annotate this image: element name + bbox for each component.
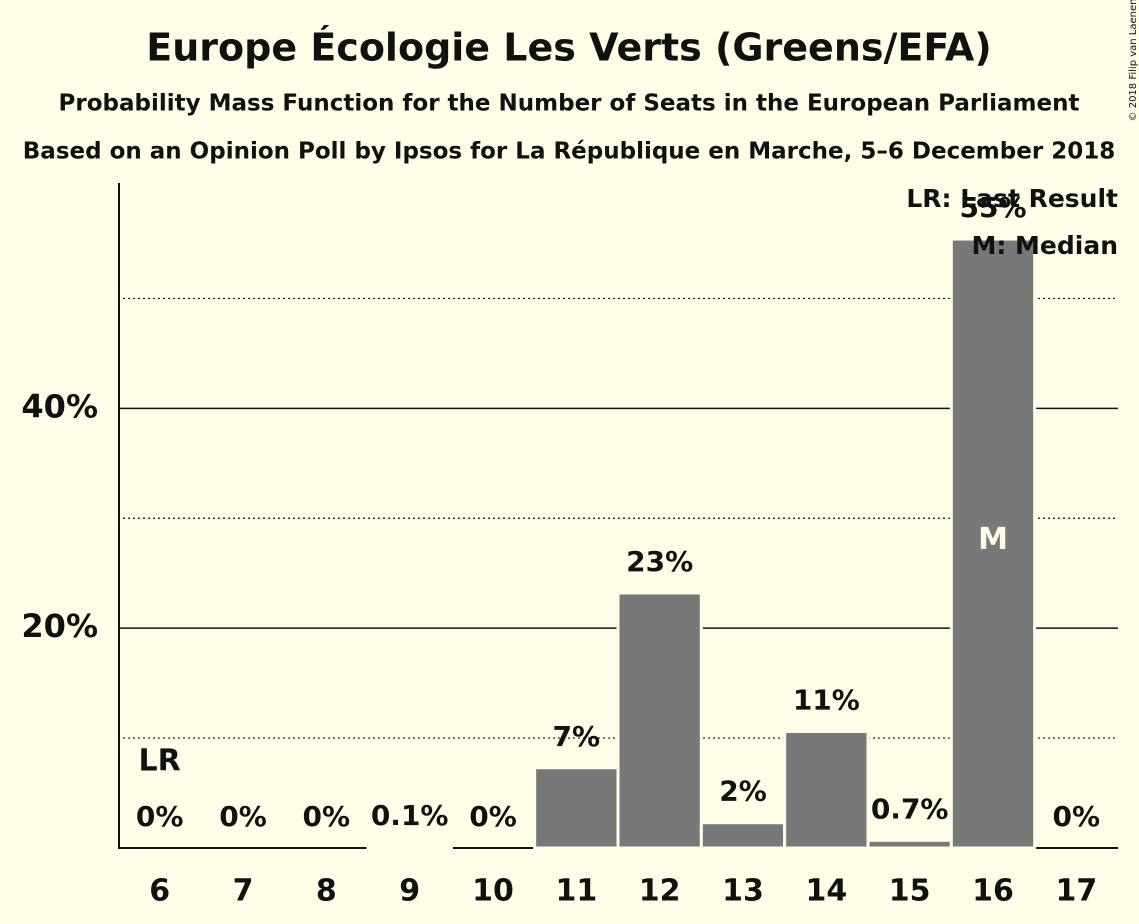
annotation: LR: [139, 744, 181, 779]
bar: [699, 821, 787, 850]
annotation: M: [978, 522, 1008, 557]
bar: [949, 237, 1037, 850]
bar: [783, 729, 870, 850]
value-label: 55%: [959, 191, 1026, 224]
value-label: 0%: [136, 800, 184, 833]
value-label: 0%: [219, 800, 267, 833]
y-tick-label: 20%: [21, 607, 98, 645]
value-label: 0.7%: [871, 792, 949, 825]
bar: [366, 845, 453, 850]
x-tick-label: 15: [889, 874, 931, 909]
value-label: 0%: [1053, 800, 1101, 833]
value-label: 2%: [719, 775, 767, 808]
value-label: 7%: [553, 720, 601, 753]
bar: [866, 838, 953, 850]
chart-title: Europe Écologie Les Verts (Greens/EFA): [146, 26, 991, 70]
x-tick-label: 16: [972, 874, 1014, 909]
legend-entry: M: Median: [971, 231, 1118, 260]
x-tick-label: 10: [472, 874, 514, 909]
value-label: 11%: [793, 683, 860, 716]
chart-subtitle: Probability Mass Function for the Number…: [59, 91, 1080, 117]
value-label: 0%: [303, 800, 351, 833]
chart-subtitle: Based on an Opinion Poll by Ipsos for La…: [23, 139, 1115, 165]
x-tick-label: 12: [639, 874, 681, 909]
copyright: © 2018 Filip van Laenen: [1128, 0, 1139, 121]
value-label: 0.1%: [371, 799, 449, 832]
x-tick-label: 6: [149, 874, 170, 909]
x-tick-label: 11: [555, 874, 597, 909]
value-label: 0%: [469, 800, 517, 833]
x-tick-label: 8: [316, 874, 337, 909]
y-tick-label: 40%: [21, 387, 98, 425]
x-tick-label: 17: [1055, 874, 1097, 909]
x-tick-label: 7: [233, 874, 254, 909]
value-label: 23%: [626, 545, 693, 578]
x-tick-label: 13: [722, 874, 764, 909]
bar: [533, 766, 620, 850]
x-tick-label: 14: [805, 874, 847, 909]
legend-entry: LR: Last Result: [906, 184, 1118, 213]
bar: [616, 591, 703, 850]
x-tick-label: 9: [399, 874, 420, 909]
